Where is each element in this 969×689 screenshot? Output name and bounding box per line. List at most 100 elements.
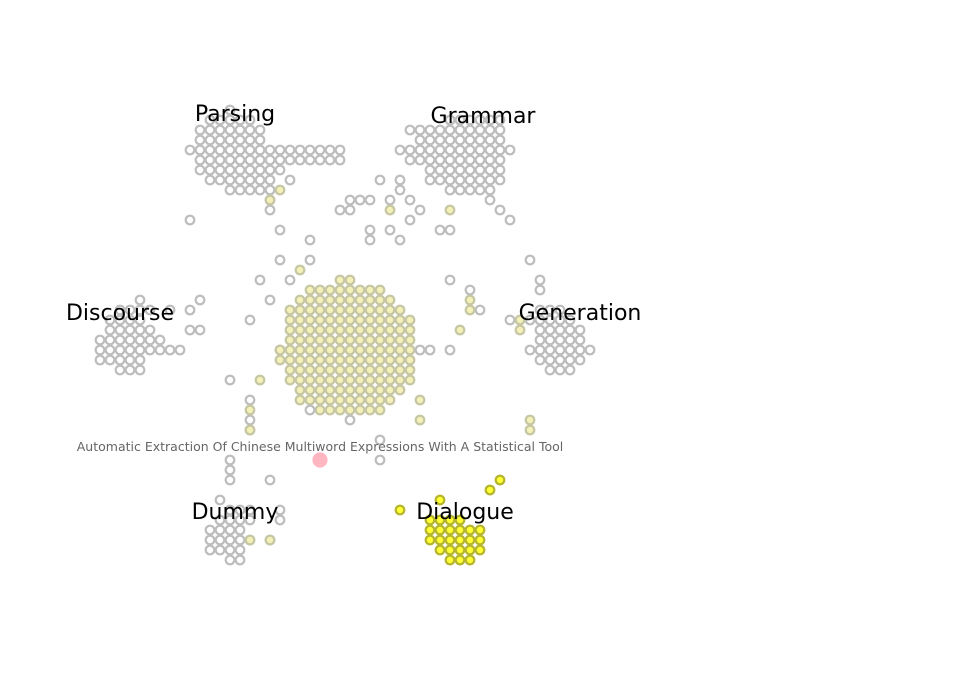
core-node[interactable] [284, 364, 296, 376]
core-node[interactable] [364, 344, 376, 356]
document-node[interactable] [474, 304, 486, 316]
dummy-node[interactable] [244, 514, 256, 526]
generation-node[interactable] [544, 344, 556, 356]
grammar-node[interactable] [494, 154, 506, 166]
grammar-node[interactable] [434, 124, 446, 136]
document-node[interactable] [384, 204, 396, 216]
core-node[interactable] [324, 364, 336, 376]
dummy-node[interactable] [214, 534, 226, 546]
core-node[interactable] [304, 304, 316, 316]
core-node[interactable] [294, 384, 306, 396]
grammar-node[interactable] [404, 154, 416, 166]
dummy-node[interactable] [274, 514, 286, 526]
generation-node[interactable] [524, 414, 536, 426]
parsing-node[interactable] [184, 144, 196, 156]
core-node[interactable] [304, 284, 316, 296]
dialogue-node[interactable] [434, 514, 446, 526]
core-node[interactable] [334, 324, 346, 336]
parsing-node[interactable] [254, 164, 266, 176]
core-node[interactable] [364, 284, 376, 296]
parsing-node[interactable] [304, 154, 316, 166]
dummy-node[interactable] [234, 554, 246, 566]
discourse-node[interactable] [104, 354, 116, 366]
discourse-node[interactable] [114, 314, 126, 326]
core-node[interactable] [364, 404, 376, 416]
grammar-node[interactable] [444, 164, 456, 176]
core-node[interactable] [374, 314, 386, 326]
document-node[interactable] [274, 224, 286, 236]
core-node[interactable] [394, 364, 406, 376]
generation-node[interactable] [544, 324, 556, 336]
document-node[interactable] [384, 194, 396, 206]
core-node[interactable] [344, 314, 356, 326]
core-node[interactable] [394, 314, 406, 326]
core-node[interactable] [314, 304, 326, 316]
dummy-node[interactable] [204, 524, 216, 536]
core-node[interactable] [334, 344, 346, 356]
parsing-node[interactable] [244, 164, 256, 176]
grammar-node[interactable] [414, 134, 426, 146]
document-node[interactable] [524, 254, 536, 266]
grammar-node[interactable] [484, 194, 496, 206]
generation-node[interactable] [554, 364, 566, 376]
parsing-node[interactable] [204, 144, 216, 156]
document-node[interactable] [394, 234, 406, 246]
core-node[interactable] [254, 374, 266, 386]
core-node[interactable] [334, 364, 346, 376]
generation-node[interactable] [534, 314, 546, 326]
dialogue-node[interactable] [484, 484, 496, 496]
document-node[interactable] [374, 434, 386, 446]
parsing-node[interactable] [264, 144, 276, 156]
dialogue-node[interactable] [444, 554, 456, 566]
grammar-node[interactable] [474, 124, 486, 136]
document-node[interactable] [384, 224, 396, 236]
parsing-node[interactable] [224, 114, 236, 126]
parsing-node[interactable] [324, 154, 336, 166]
grammar-node[interactable] [484, 184, 496, 196]
core-node[interactable] [394, 334, 406, 346]
discourse-node[interactable] [124, 324, 136, 336]
core-node[interactable] [384, 294, 396, 306]
parsing-node[interactable] [254, 144, 266, 156]
parsing-node[interactable] [224, 104, 236, 116]
highlighted-node[interactable] [312, 452, 328, 468]
discourse-node[interactable] [114, 344, 126, 356]
parsing-node[interactable] [274, 154, 286, 166]
core-node[interactable] [324, 374, 336, 386]
discourse-node[interactable] [224, 374, 236, 386]
core-node[interactable] [344, 274, 356, 286]
parsing-node[interactable] [264, 164, 276, 176]
document-node[interactable] [364, 224, 376, 236]
generation-node[interactable] [534, 324, 546, 336]
core-node[interactable] [324, 304, 336, 316]
dialogue-node[interactable] [434, 544, 446, 556]
grammar-node[interactable] [414, 204, 426, 216]
core-node[interactable] [324, 324, 336, 336]
parsing-node[interactable] [224, 134, 236, 146]
core-node[interactable] [354, 354, 366, 366]
core-node[interactable] [364, 304, 376, 316]
parsing-node[interactable] [334, 144, 346, 156]
grammar-node[interactable] [454, 124, 466, 136]
parsing-node[interactable] [194, 134, 206, 146]
core-node[interactable] [314, 344, 326, 356]
document-node[interactable] [294, 264, 306, 276]
parsing-node[interactable] [284, 154, 296, 166]
core-node[interactable] [314, 384, 326, 396]
grammar-node[interactable] [484, 174, 496, 186]
grammar-node[interactable] [484, 144, 496, 156]
grammar-node[interactable] [494, 124, 506, 136]
core-node[interactable] [284, 334, 296, 346]
parsing-node[interactable] [204, 114, 216, 126]
grammar-node[interactable] [464, 184, 476, 196]
generation-node[interactable] [544, 314, 556, 326]
generation-node[interactable] [544, 364, 556, 376]
core-node[interactable] [354, 374, 366, 386]
parsing-node[interactable] [274, 144, 286, 156]
parsing-node[interactable] [234, 184, 246, 196]
core-node[interactable] [364, 354, 376, 366]
discourse-node[interactable] [104, 324, 116, 336]
generation-node[interactable] [554, 334, 566, 346]
core-node[interactable] [324, 294, 336, 306]
document-node[interactable] [444, 224, 456, 236]
